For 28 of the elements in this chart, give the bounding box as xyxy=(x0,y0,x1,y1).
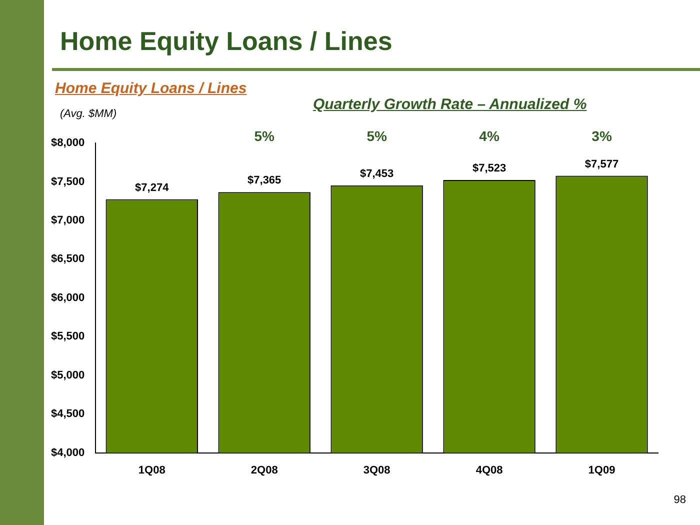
y-tick-label: $5,000 xyxy=(50,369,85,382)
y-tick-label: $8,000 xyxy=(50,137,85,150)
x-tick-label: 1Q09 xyxy=(588,464,616,476)
data-label: $7,365 xyxy=(248,174,282,187)
data-label: $7,577 xyxy=(584,158,619,170)
y-tick-label: $4,500 xyxy=(50,408,85,420)
y-tick-label: $7,500 xyxy=(50,176,85,188)
x-tick-label: 1Q08 xyxy=(138,464,166,476)
y-tick-label: $5,500 xyxy=(50,330,85,343)
annotation: 4% xyxy=(479,128,500,144)
x-tick-label: 2Q08 xyxy=(250,464,278,476)
y-tick-label: $6,500 xyxy=(50,253,85,266)
text: Quarterly Growth Rate – Annualized % xyxy=(313,96,587,113)
annotation: 5% xyxy=(366,128,388,144)
data-label: $7,274 xyxy=(135,182,170,194)
y-tick-label: $4,000 xyxy=(50,446,85,459)
chart-subtitle: Home Equity Loans / Lines xyxy=(55,80,247,97)
annotation: 3% xyxy=(592,128,612,144)
y-axis-title: (Avg. $MM) xyxy=(60,108,117,120)
x-tick-label: 3Q08 xyxy=(363,464,390,476)
annotation: 5% xyxy=(254,128,276,144)
y-tick-label: $7,000 xyxy=(50,214,85,226)
data-label: $7,523 xyxy=(472,162,506,174)
data-label: $7,453 xyxy=(360,168,394,180)
y-tick-label: $6,000 xyxy=(50,292,85,304)
text: 98 xyxy=(674,494,686,506)
chart-title: Home Equity Loans / Lines xyxy=(60,26,392,57)
x-tick-label: 4Q08 xyxy=(476,464,503,476)
